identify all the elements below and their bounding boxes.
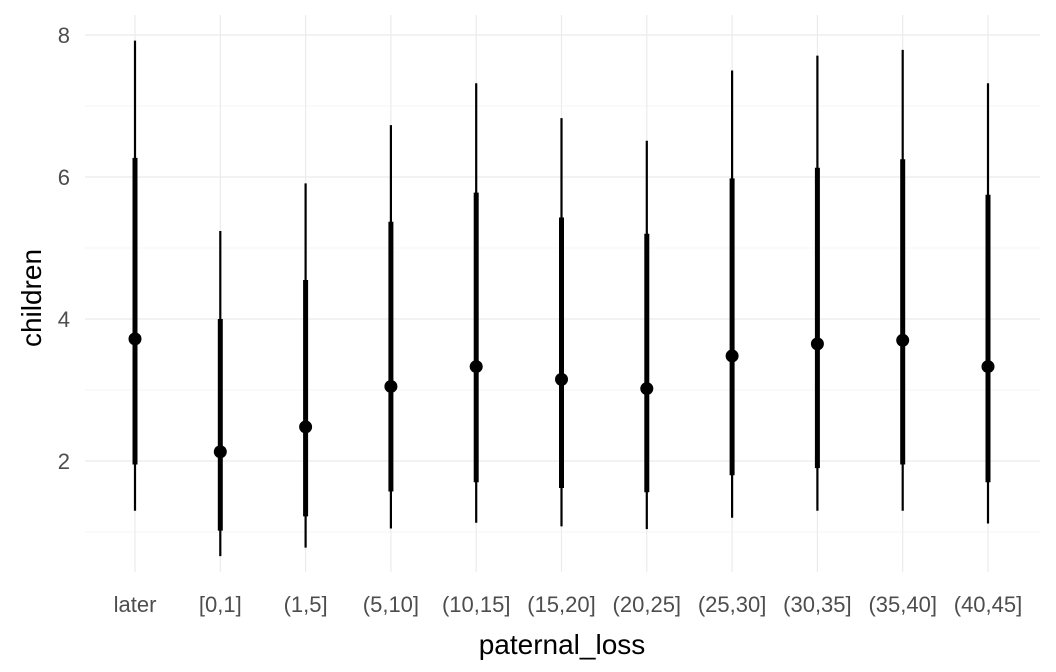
point-estimate [725,349,739,363]
x-tick-label: (25,30] [698,592,767,617]
point-estimate [213,445,227,459]
x-tick-label: later [114,592,157,617]
point-estimate [128,332,142,346]
point-estimate [896,333,910,347]
y-tick-label: 8 [58,23,70,48]
point-estimate [299,420,313,434]
x-tick-label: (30,35] [783,592,852,617]
x-tick-label: (10,15] [442,592,511,617]
x-tick-label: [0,1] [199,592,242,617]
point-estimate [384,379,398,393]
x-tick-label: (20,25] [613,592,682,617]
x-tick-label: (5,10] [363,592,419,617]
plot-marks [128,40,995,557]
x-tick-label: (40,45] [954,592,1023,617]
x-tick-label: (15,20] [527,592,596,617]
y-tick-label: 2 [58,449,70,474]
y-tick-label: 4 [58,307,70,332]
y-axis-title: children [16,249,47,347]
y-tick-label: 6 [58,165,70,190]
point-estimate [469,360,483,374]
x-axis-ticks: later [0,1] (1,5] (5,10] (10,15] (15,20] (20,2… [114,592,1023,617]
point-estimate [555,372,568,386]
y-axis-ticks: 2 4 6 8 [58,23,70,474]
point-estimate [981,360,995,374]
x-tick-label: (35,40] [868,592,937,617]
x-tick-label: (1,5] [284,592,328,617]
point-estimate [810,337,824,351]
x-axis-title: paternal_loss [479,629,646,660]
point-estimate [640,382,654,396]
